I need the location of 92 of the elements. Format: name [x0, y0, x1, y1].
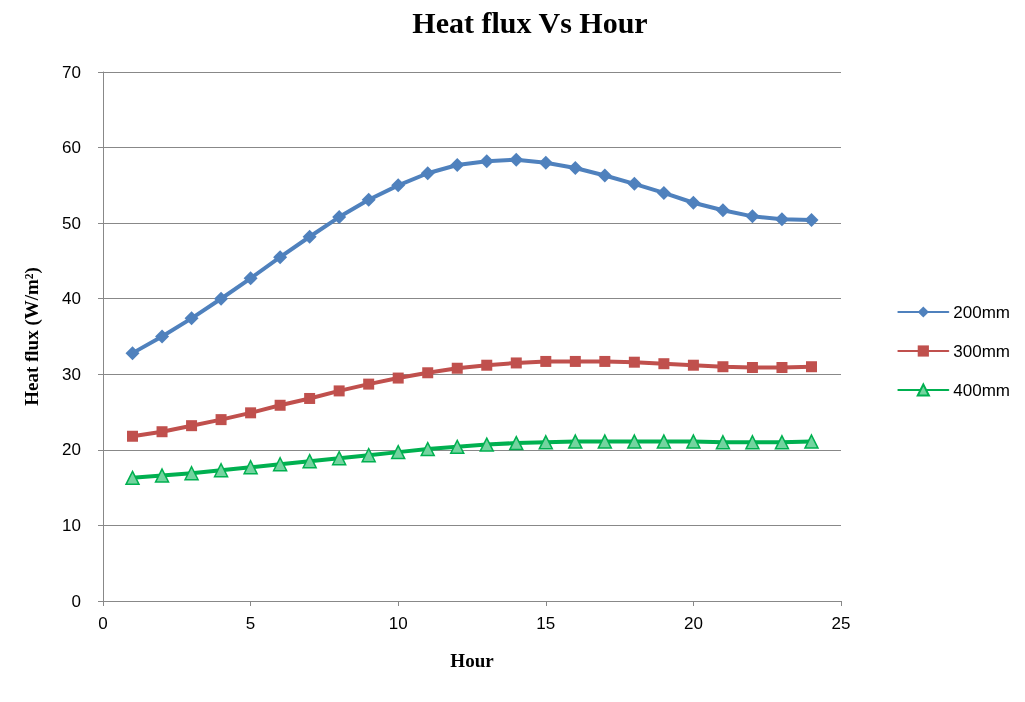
point — [774, 212, 789, 227]
y-tick-label: 50 — [62, 213, 81, 233]
point — [805, 361, 817, 373]
y-tick-label: 10 — [62, 515, 81, 535]
point — [332, 210, 347, 225]
legend-label: 200mm — [953, 302, 1010, 322]
point — [776, 361, 788, 373]
point — [774, 435, 790, 450]
point — [479, 154, 494, 169]
x-tick-label: 20 — [683, 614, 703, 633]
y-tick-label: 70 — [62, 62, 81, 82]
chart-title: Heat flux Vs Hour — [412, 5, 648, 39]
point — [184, 466, 199, 481]
point — [804, 213, 819, 228]
legend-label: 400mm — [953, 380, 1010, 400]
point — [599, 355, 611, 367]
x-tick-label: 5 — [245, 614, 256, 633]
point — [568, 160, 583, 175]
point — [245, 407, 257, 419]
point — [363, 378, 375, 390]
point — [451, 362, 463, 374]
point — [449, 439, 465, 455]
point — [450, 157, 465, 172]
x-axis-title: Hour — [450, 650, 495, 671]
point — [302, 229, 317, 244]
point — [540, 355, 552, 367]
point — [420, 441, 435, 457]
point — [274, 399, 286, 411]
point — [627, 434, 642, 449]
point — [687, 359, 699, 371]
point — [243, 459, 258, 475]
point — [391, 178, 406, 193]
point — [628, 356, 640, 368]
point — [656, 434, 672, 449]
point — [390, 444, 406, 460]
point — [243, 271, 258, 286]
point — [273, 250, 288, 265]
point — [361, 192, 376, 207]
point — [715, 435, 731, 450]
point — [481, 359, 493, 371]
point — [127, 430, 139, 442]
point — [215, 414, 227, 426]
point — [420, 166, 435, 181]
y-tick-label: 40 — [62, 289, 81, 309]
point — [509, 435, 524, 451]
y-tick-label: 20 — [62, 440, 81, 460]
point — [686, 195, 701, 210]
point — [125, 470, 140, 486]
point — [745, 209, 760, 224]
point — [715, 203, 730, 218]
y-tick-label: 30 — [62, 364, 81, 384]
point — [155, 329, 170, 344]
point — [717, 361, 729, 373]
point — [392, 372, 404, 384]
point — [509, 152, 524, 167]
y-tick-label: 60 — [62, 138, 81, 158]
point — [304, 392, 316, 404]
point — [125, 346, 140, 361]
x-tick-label: 0 — [98, 614, 108, 633]
point — [746, 361, 758, 373]
point — [597, 168, 612, 183]
point — [538, 435, 554, 450]
legend-label: 300mm — [953, 341, 1010, 361]
x-tick-label: 25 — [831, 614, 851, 633]
point — [656, 185, 671, 200]
point — [214, 291, 229, 306]
point — [479, 437, 495, 452]
x-tick-label: 15 — [536, 614, 556, 633]
x-tick-label: 10 — [388, 614, 408, 633]
point — [686, 434, 701, 449]
point — [213, 463, 229, 478]
point — [597, 434, 613, 449]
point — [361, 447, 376, 463]
point — [184, 311, 199, 326]
point — [302, 453, 317, 469]
point — [154, 468, 170, 483]
point — [568, 434, 583, 449]
point — [422, 367, 434, 379]
point — [186, 420, 198, 432]
point — [658, 358, 670, 370]
point — [745, 435, 760, 450]
y-tick-label: 0 — [71, 591, 81, 611]
point — [333, 385, 345, 397]
point — [569, 355, 581, 367]
y-axis-title: Heat flux (W/m²) — [21, 267, 43, 406]
point — [510, 357, 522, 369]
point — [156, 426, 168, 438]
point — [331, 450, 347, 466]
point — [804, 434, 819, 449]
point — [627, 176, 642, 191]
point — [538, 155, 553, 170]
point — [272, 456, 288, 472]
